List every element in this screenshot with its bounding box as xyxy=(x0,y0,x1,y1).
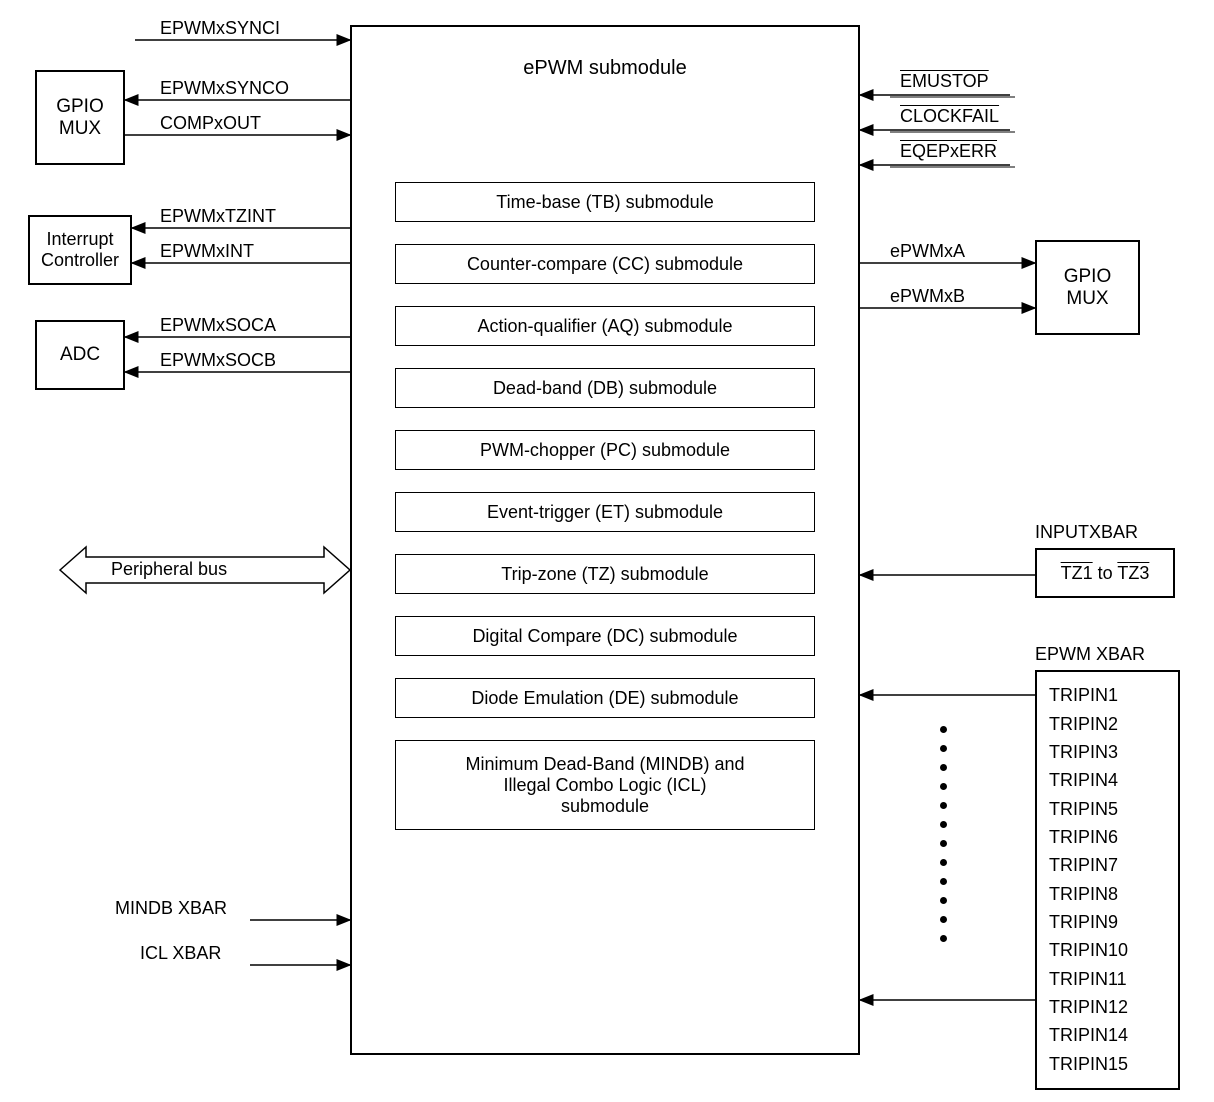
adc-block: ADC xyxy=(35,320,125,390)
tz-to-label: to xyxy=(1093,563,1118,583)
signal-label: EPWMxINT xyxy=(160,241,254,262)
submodule-box: Action-qualifier (AQ) submodule xyxy=(395,306,815,346)
submodule-box: Minimum Dead-Band (MINDB) and Illegal Co… xyxy=(395,740,815,830)
ellipsis-dots xyxy=(940,720,947,948)
submodule-box: Time-base (TB) submodule xyxy=(395,182,815,222)
signal-label: ePWMxA xyxy=(890,241,965,262)
signal-label: EPWMxTZINT xyxy=(160,206,276,227)
submodule-box: Digital Compare (DC) submodule xyxy=(395,616,815,656)
epwmxbar-title: EPWM XBAR xyxy=(1035,644,1145,665)
signal-label: EPWMxSYNCI xyxy=(160,18,280,39)
diagram-canvas: ePWM submodule GPIO MUX Interrupt Contro… xyxy=(0,0,1214,1102)
gpio-mux-right-block: GPIO MUX xyxy=(1035,240,1140,335)
tripin-item: TRIPIN15 xyxy=(1049,1054,1128,1075)
tripin-item: TRIPIN1 xyxy=(1049,685,1118,706)
gpio-mux-left-block: GPIO MUX xyxy=(35,70,125,165)
signal-label: MINDB XBAR xyxy=(115,898,227,919)
epwmxbar-block: TRIPIN1 TRIPIN2 TRIPIN3 TRIPIN4 TRIPIN5 TRIPI… xyxy=(1035,670,1180,1090)
tripin-item: TRIPIN4 xyxy=(1049,770,1118,791)
signal-label: ICL XBAR xyxy=(140,943,221,964)
tripin-item: TRIPIN5 xyxy=(1049,799,1118,820)
submodule-box: Dead-band (DB) submodule xyxy=(395,368,815,408)
tripin-item: TRIPIN11 xyxy=(1049,969,1127,990)
epwm-main-block: ePWM submodule xyxy=(350,25,860,1055)
signal-label: COMPxOUT xyxy=(160,113,261,134)
submodule-box: Diode Emulation (DE) submodule xyxy=(395,678,815,718)
submodule-box: Event-trigger (ET) submodule xyxy=(395,492,815,532)
tripin-item: TRIPIN12 xyxy=(1049,997,1128,1018)
tz1-label: TZ1 xyxy=(1061,563,1093,583)
tripin-item: TRIPIN14 xyxy=(1049,1025,1128,1046)
tripin-item: TRIPIN3 xyxy=(1049,742,1118,763)
signal-label: EPWMxSOCA xyxy=(160,315,276,336)
tripin-item: TRIPIN2 xyxy=(1049,714,1118,735)
signal-label: EQEPxERR xyxy=(900,141,997,162)
signal-label: EPWMxSYNCO xyxy=(160,78,289,99)
tripin-item: TRIPIN6 xyxy=(1049,827,1118,848)
signal-label: EMUSTOP xyxy=(900,71,989,92)
epwm-main-title: ePWM submodule xyxy=(523,57,686,80)
tz3-label: TZ3 xyxy=(1117,563,1149,583)
tripin-item: TRIPIN7 xyxy=(1049,855,1118,876)
signal-label: CLOCKFAIL xyxy=(900,106,999,127)
tripin-item: TRIPIN9 xyxy=(1049,912,1118,933)
interrupt-controller-block: Interrupt Controller xyxy=(28,215,132,285)
tripin-item: TRIPIN8 xyxy=(1049,884,1118,905)
inputxbar-block: TZ1 to TZ3 xyxy=(1035,548,1175,598)
signal-label: ePWMxB xyxy=(890,286,965,307)
submodule-box: Counter-compare (CC) submodule xyxy=(395,244,815,284)
tripin-item: TRIPIN10 xyxy=(1049,940,1128,961)
peripheral-bus-label: Peripheral bus xyxy=(111,559,227,580)
submodule-box: Trip-zone (TZ) submodule xyxy=(395,554,815,594)
signal-label: EPWMxSOCB xyxy=(160,350,276,371)
inputxbar-title: INPUTXBAR xyxy=(1035,522,1138,543)
submodule-box: PWM-chopper (PC) submodule xyxy=(395,430,815,470)
